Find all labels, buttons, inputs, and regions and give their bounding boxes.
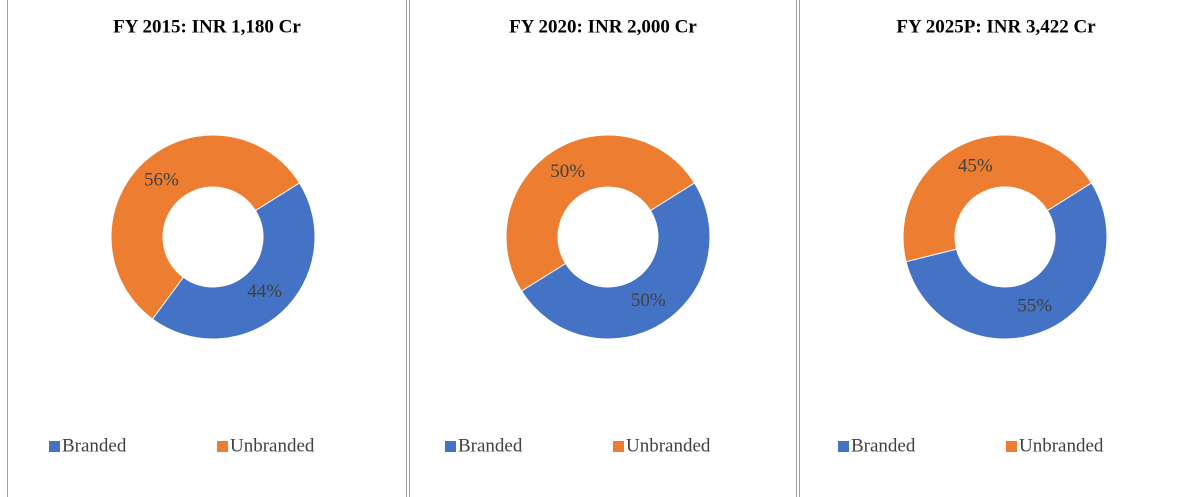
legend-label: Branded xyxy=(458,435,523,456)
legend-swatch xyxy=(49,441,60,452)
donut-slice xyxy=(902,134,1093,263)
donut-slice xyxy=(110,134,301,320)
legend-swatch xyxy=(445,441,456,452)
donut-slice xyxy=(505,134,696,292)
legend-label: Unbranded xyxy=(1019,435,1104,456)
donut-slice xyxy=(520,182,711,340)
legend-label: Unbranded xyxy=(230,435,315,456)
legend-label: Branded xyxy=(851,435,916,456)
chart-title: FY 2025P: INR 3,422 Cr xyxy=(896,16,1096,37)
data-label: 50% xyxy=(631,290,666,311)
legend-swatch xyxy=(1006,441,1017,452)
data-label: 56% xyxy=(144,170,179,191)
data-label: 55% xyxy=(1017,295,1052,316)
data-label: 45% xyxy=(958,155,993,176)
legend-label: Unbranded xyxy=(626,435,711,456)
data-label: 50% xyxy=(550,161,585,182)
chart-title: FY 2020: INR 2,000 Cr xyxy=(509,16,697,37)
legend-swatch xyxy=(838,441,849,452)
donut-slice xyxy=(905,182,1108,340)
legend-swatch xyxy=(217,441,228,452)
legend-label: Branded xyxy=(62,435,127,456)
data-label: 44% xyxy=(247,281,282,302)
chart-title: FY 2015: INR 1,180 Cr xyxy=(113,16,301,37)
legend-swatch xyxy=(613,441,624,452)
donut-slice xyxy=(151,182,316,340)
